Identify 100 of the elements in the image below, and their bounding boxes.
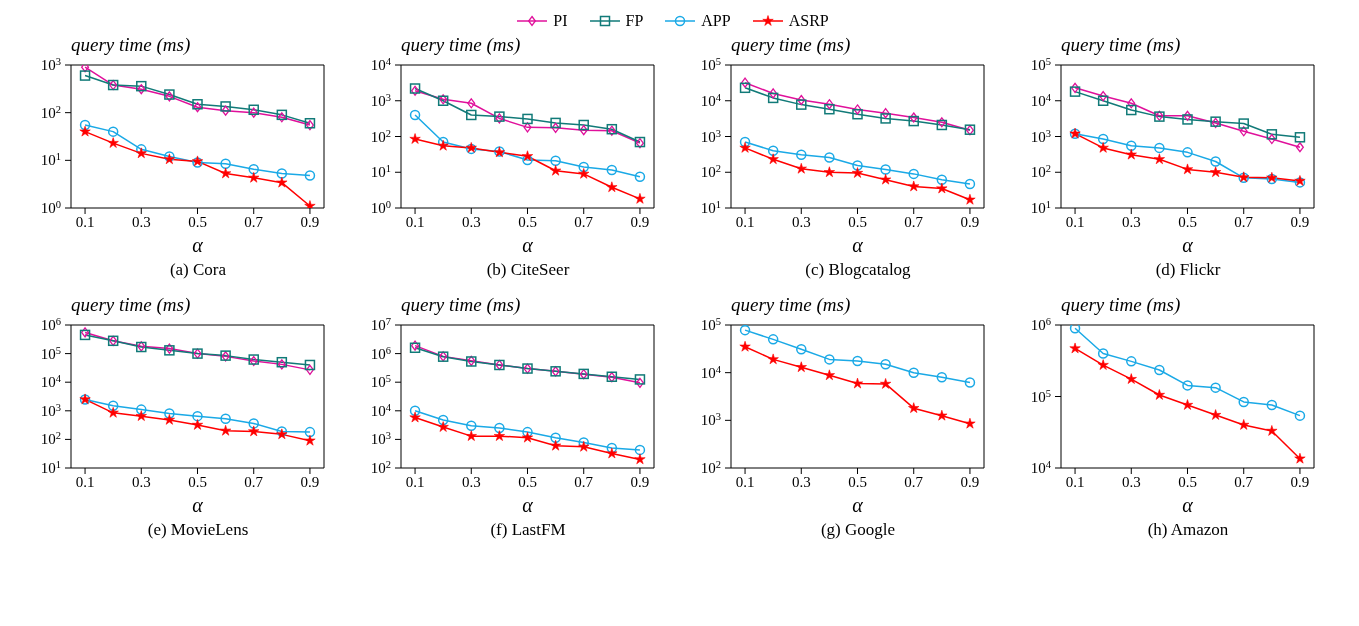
point [634, 193, 646, 204]
y-tick-label: 10$^{3}$ [700, 410, 721, 429]
y-tick-label: 10$^{2}$ [40, 103, 61, 121]
x-tick-label: 0.3 [131, 213, 151, 230]
y-tick-label: 10$^{5}$ [1030, 387, 1051, 405]
point [409, 411, 421, 423]
point [767, 153, 779, 165]
point [79, 70, 91, 81]
point [1239, 126, 1248, 137]
point [880, 173, 892, 185]
point [304, 359, 316, 371]
point [221, 105, 230, 116]
point [248, 418, 259, 429]
point [769, 88, 778, 99]
x-tick-label: 0.5 [188, 213, 207, 230]
x-tick-label: 0.3 [131, 473, 151, 490]
point [606, 164, 618, 176]
point [1182, 380, 1193, 391]
point [1267, 133, 1276, 145]
y-tick-label: 10$^{1}$ [700, 198, 721, 216]
point [1126, 104, 1137, 116]
x-tick-label: 0.7 [1234, 473, 1254, 490]
point [550, 155, 561, 166]
point [908, 402, 920, 413]
y-tick-label: 10$^{7}$ [370, 315, 391, 333]
text: (h) Amazon [1146, 520, 1230, 540]
x-tick-label: 0.1 [405, 473, 425, 490]
point [1210, 409, 1222, 420]
x-tick-label: 0.3 [461, 473, 481, 490]
point [523, 122, 532, 133]
point [1099, 90, 1108, 102]
point [1182, 147, 1193, 158]
y-tick-label: 10$^{0}$ [370, 198, 391, 216]
point [521, 431, 534, 443]
point [767, 92, 779, 104]
point [825, 99, 834, 110]
point [1182, 114, 1193, 125]
y-tick-label: 10$^{1}$ [370, 162, 391, 181]
x-tick-label: 0.7 [574, 473, 594, 490]
x-tick-label: 0.5 [1178, 473, 1197, 490]
y-tick-label: 10$^{3}$ [40, 401, 61, 419]
point [521, 150, 534, 162]
point [522, 113, 533, 125]
point [606, 181, 618, 193]
point [1097, 95, 1109, 106]
point [550, 117, 561, 129]
y-tick-label: 10$^{1}$ [40, 150, 61, 169]
point [964, 193, 976, 205]
point [467, 98, 476, 109]
point [851, 167, 864, 178]
point [494, 422, 505, 434]
point [634, 453, 646, 465]
x-tick-label: 0.1 [75, 213, 95, 230]
x-tick-label: 0.9 [300, 473, 320, 490]
y-tick-label: 10$^{2}$ [40, 429, 61, 448]
point [1181, 163, 1194, 175]
y-tick-label: 10$^{6}$ [1030, 315, 1051, 333]
x-tick-label: 0.9 [960, 473, 980, 490]
point [767, 145, 779, 156]
point [1238, 118, 1249, 129]
x-tick-label: 0.3 [1121, 213, 1141, 230]
y-tick-label: 10$^{2}$ [370, 127, 391, 145]
y-tick-label: 10$^{2}$ [370, 458, 391, 476]
legend-label: PI [553, 12, 568, 30]
x-tick-label: 0.9 [1290, 473, 1310, 490]
x-tick-label: 0.1 [735, 213, 755, 230]
point [1294, 132, 1306, 143]
y-axis-title: query time (ms) [70, 34, 192, 56]
y-tick-label: 10$^{3}$ [40, 55, 61, 73]
point [304, 426, 316, 438]
point [437, 414, 449, 426]
text: (b) CiteSeer [485, 260, 571, 280]
x-axis-title: α [1182, 234, 1194, 256]
x-tick-label: 0.7 [574, 213, 594, 230]
y-tick-label: 10$^{6}$ [40, 315, 61, 333]
point [466, 109, 477, 121]
point [578, 161, 589, 173]
x-tick-label: 0.1 [75, 473, 95, 490]
x-tick-label: 0.5 [518, 473, 537, 490]
point [880, 113, 891, 124]
point [220, 158, 231, 169]
y-axis-title: query time (ms) [1060, 34, 1182, 56]
legend-label: FP [625, 12, 644, 30]
text: (c) Blogcatalog [804, 260, 912, 280]
x-tick-label: 0.9 [630, 473, 650, 490]
point [634, 171, 646, 182]
point [936, 182, 948, 194]
text: (f) LastFM [489, 520, 567, 540]
x-tick-label: 0.3 [791, 473, 811, 490]
point [1210, 382, 1221, 393]
point [739, 325, 751, 336]
y-axis-title: query time (ms) [400, 294, 522, 316]
point [1210, 156, 1221, 167]
point [1097, 348, 1109, 359]
y-tick-label: 10$^{4}$ [40, 372, 62, 391]
point [191, 419, 204, 430]
y-axis-title: query time (ms) [730, 34, 852, 56]
point [909, 112, 918, 123]
point [220, 424, 232, 436]
point [881, 108, 890, 119]
